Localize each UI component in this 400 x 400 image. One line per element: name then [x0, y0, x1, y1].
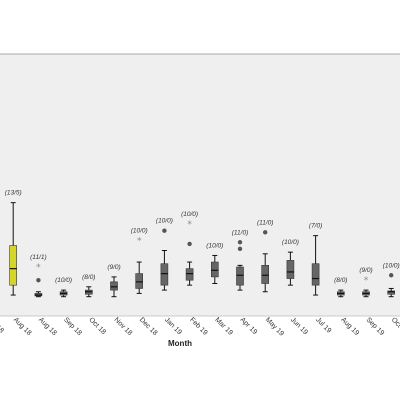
- box: [160, 263, 169, 286]
- count-label: (9/0): [107, 264, 120, 271]
- x-tick-label: Oct 18: [87, 316, 107, 336]
- x-tick-label: Aug 19: [339, 316, 360, 337]
- outlier-dot: [162, 228, 167, 233]
- count-label: (10/0): [282, 239, 299, 246]
- plot-area: [0, 54, 400, 316]
- outlier-star: *: [364, 276, 369, 286]
- x-tick-label: Mar 19: [213, 316, 233, 336]
- box: [211, 261, 219, 278]
- x-tick-label: Aug 18: [37, 316, 58, 337]
- count-label: (13/5): [5, 190, 22, 197]
- box: [236, 266, 244, 286]
- count-label: (9/0): [359, 267, 372, 274]
- count-label: (10/0): [156, 218, 173, 225]
- outlier-dot: [187, 241, 192, 247]
- x-tick-label: Jun 19: [289, 316, 309, 336]
- x-tick-label: Feb 19: [188, 316, 208, 336]
- count-label: (8/0): [82, 274, 95, 281]
- count-label: (11/1): [30, 254, 47, 261]
- count-label: (11/0): [257, 219, 274, 226]
- count-label: (10/0): [55, 277, 72, 284]
- count-label: (10/0): [131, 228, 148, 235]
- box: [286, 260, 295, 279]
- count-label: (8/0): [334, 277, 347, 284]
- x-tick-label: Nov 18: [113, 316, 134, 337]
- x-tick-label: Jul 19: [314, 316, 332, 334]
- outlier-star: *: [137, 237, 142, 247]
- box: [387, 290, 396, 295]
- x-tick-label: Sep 18: [62, 316, 83, 337]
- count-label: (7/0): [309, 223, 322, 230]
- x-axis-title: Month: [168, 339, 192, 348]
- x-tick-label: Jan 19: [163, 316, 183, 336]
- outlier-star: *: [187, 220, 192, 230]
- outlier-star: *: [36, 263, 41, 273]
- outlier-dot: [237, 246, 243, 252]
- box: [110, 281, 118, 291]
- outlier-dot: [263, 230, 268, 235]
- count-label: (10/0): [383, 262, 400, 269]
- box: [135, 273, 143, 289]
- box: [311, 263, 320, 286]
- outlier-dot: [36, 278, 41, 283]
- box: [185, 268, 194, 281]
- x-tick-label: Apr 19: [239, 316, 259, 336]
- x-tick-label: Jul 18: [0, 316, 5, 334]
- x-tick-label: Oct 19: [390, 316, 400, 336]
- count-label: (10/0): [206, 242, 223, 249]
- x-tick-label: Dec 18: [138, 316, 159, 337]
- box: [261, 265, 270, 284]
- count-label: (11/0): [232, 229, 249, 236]
- outlier-dot: [389, 273, 394, 278]
- x-tick-label: Sep 19: [365, 316, 386, 337]
- x-tick-label: Aug 18: [12, 316, 33, 337]
- x-tick-label: May 19: [264, 316, 285, 337]
- count-label: (10/0): [181, 211, 198, 218]
- outlier-dot: [237, 240, 243, 245]
- box: [9, 245, 17, 286]
